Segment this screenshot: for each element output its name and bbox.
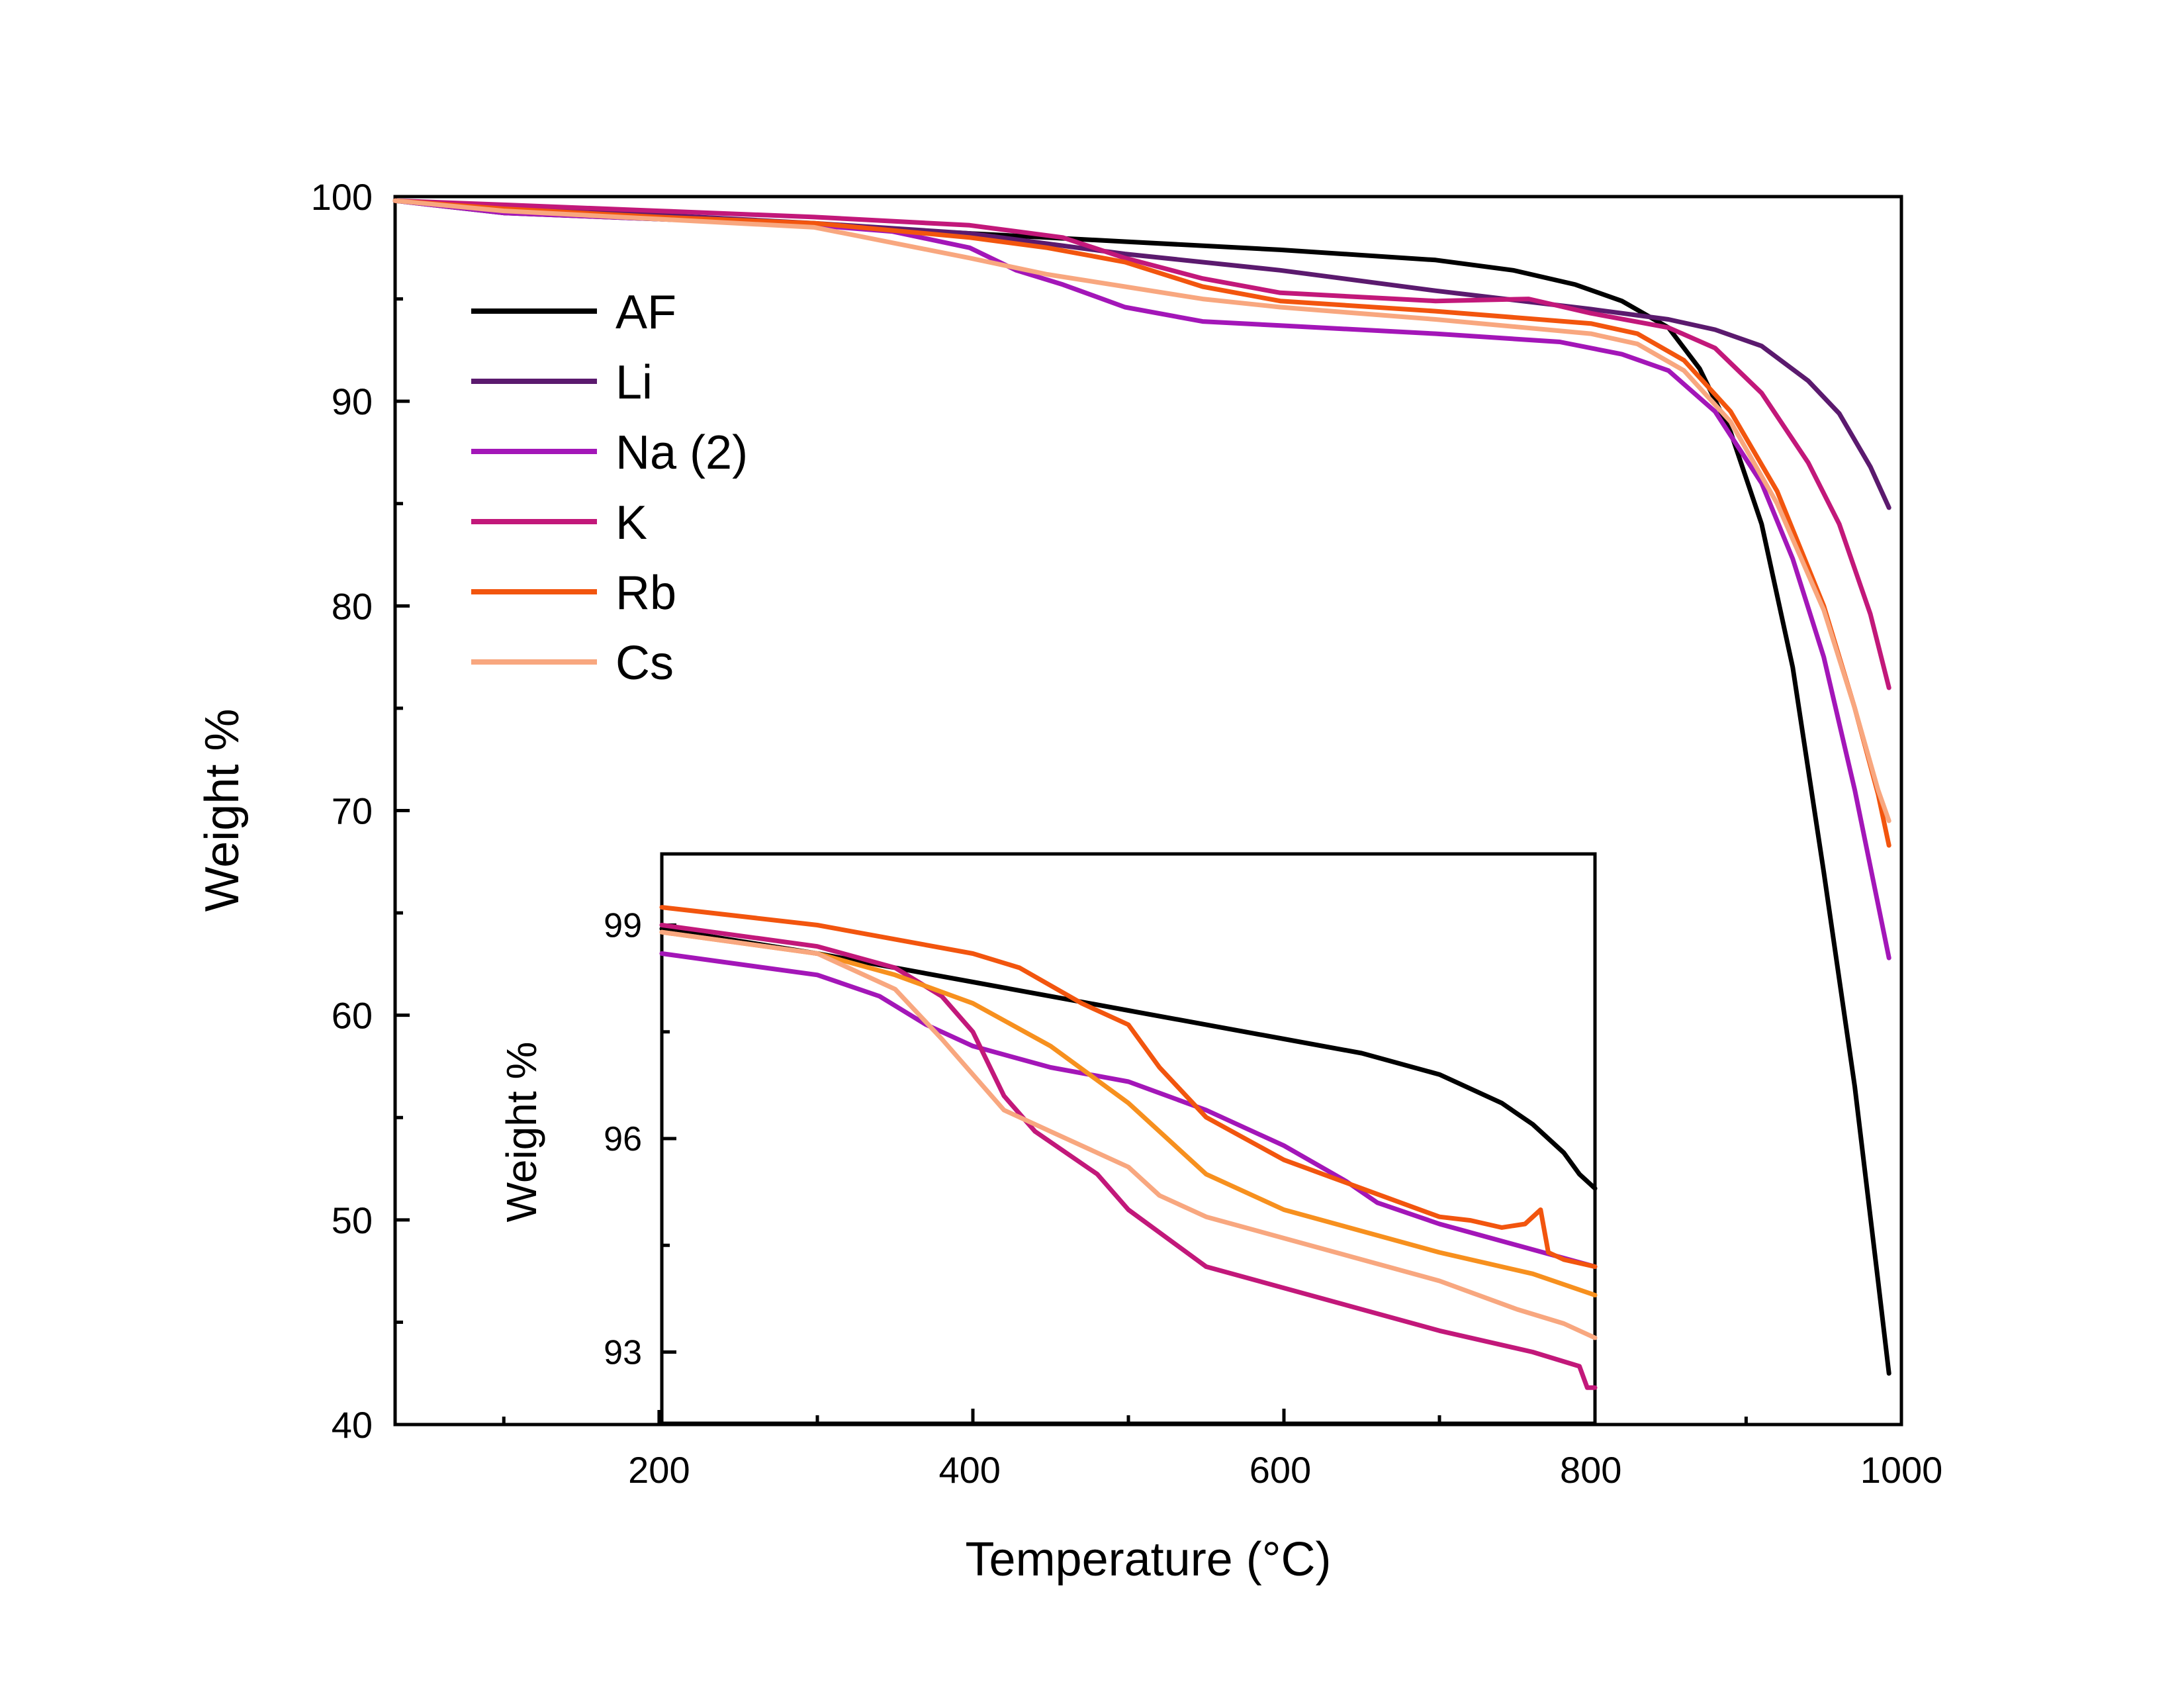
y-tick-label: 50 (332, 1199, 373, 1241)
y-tick-label: 90 (332, 381, 373, 422)
series-line-k (392, 198, 1891, 690)
legend-label: Li (615, 356, 653, 409)
y-axis-title: Weight % (196, 709, 249, 912)
inset-series-line-af (659, 926, 1598, 1191)
legend-label: Rb (615, 567, 676, 620)
inset-series-line-rb (659, 905, 1598, 1269)
inset-plot-frame (660, 852, 1597, 1425)
x-tick-label: 1000 (1860, 1449, 1943, 1491)
inset-series-line-cs (659, 929, 1598, 1340)
legend-label: K (615, 496, 647, 549)
main-ticks: 200 400 600 800 1000 40 50 60 70 80 90 100 (311, 176, 1943, 1491)
x-tick-label: 600 (1250, 1449, 1311, 1491)
y-tick-label: 40 (332, 1404, 373, 1446)
x-tick-label: 800 (1560, 1449, 1621, 1491)
x-tick-label: 400 (938, 1449, 1000, 1491)
inset-y-axis-title: Weight % (498, 1042, 545, 1223)
legend-label: Na (2) (615, 426, 748, 479)
series-line-cs (392, 198, 1891, 823)
inset-y-tick-label: 99 (604, 907, 642, 945)
y-tick-label: 100 (311, 176, 373, 218)
legend-label: AF (615, 286, 676, 339)
legend-label: Cs (615, 637, 674, 690)
inset-y-tick-label: 96 (604, 1120, 642, 1158)
legend: AF Li Na (2) K Rb Cs (471, 286, 748, 690)
inset-series-lines (659, 905, 1598, 1390)
y-tick-label: 70 (332, 790, 373, 832)
inset-y-tick-label: 93 (604, 1334, 642, 1372)
inset-ticks: 93 96 99 (604, 907, 1597, 1423)
inset-plot: 93 96 99 Weight % (498, 852, 1598, 1425)
main-series-lines (392, 198, 1891, 1376)
y-tick-label: 60 (332, 995, 373, 1037)
x-axis-title: Temperature (°C) (966, 1533, 1332, 1586)
inset-series-line-na-2 (659, 951, 1598, 1269)
x-tick-label: 200 (628, 1449, 690, 1491)
inset-series-line-rb2 (659, 929, 1598, 1297)
y-tick-label: 80 (332, 585, 373, 627)
